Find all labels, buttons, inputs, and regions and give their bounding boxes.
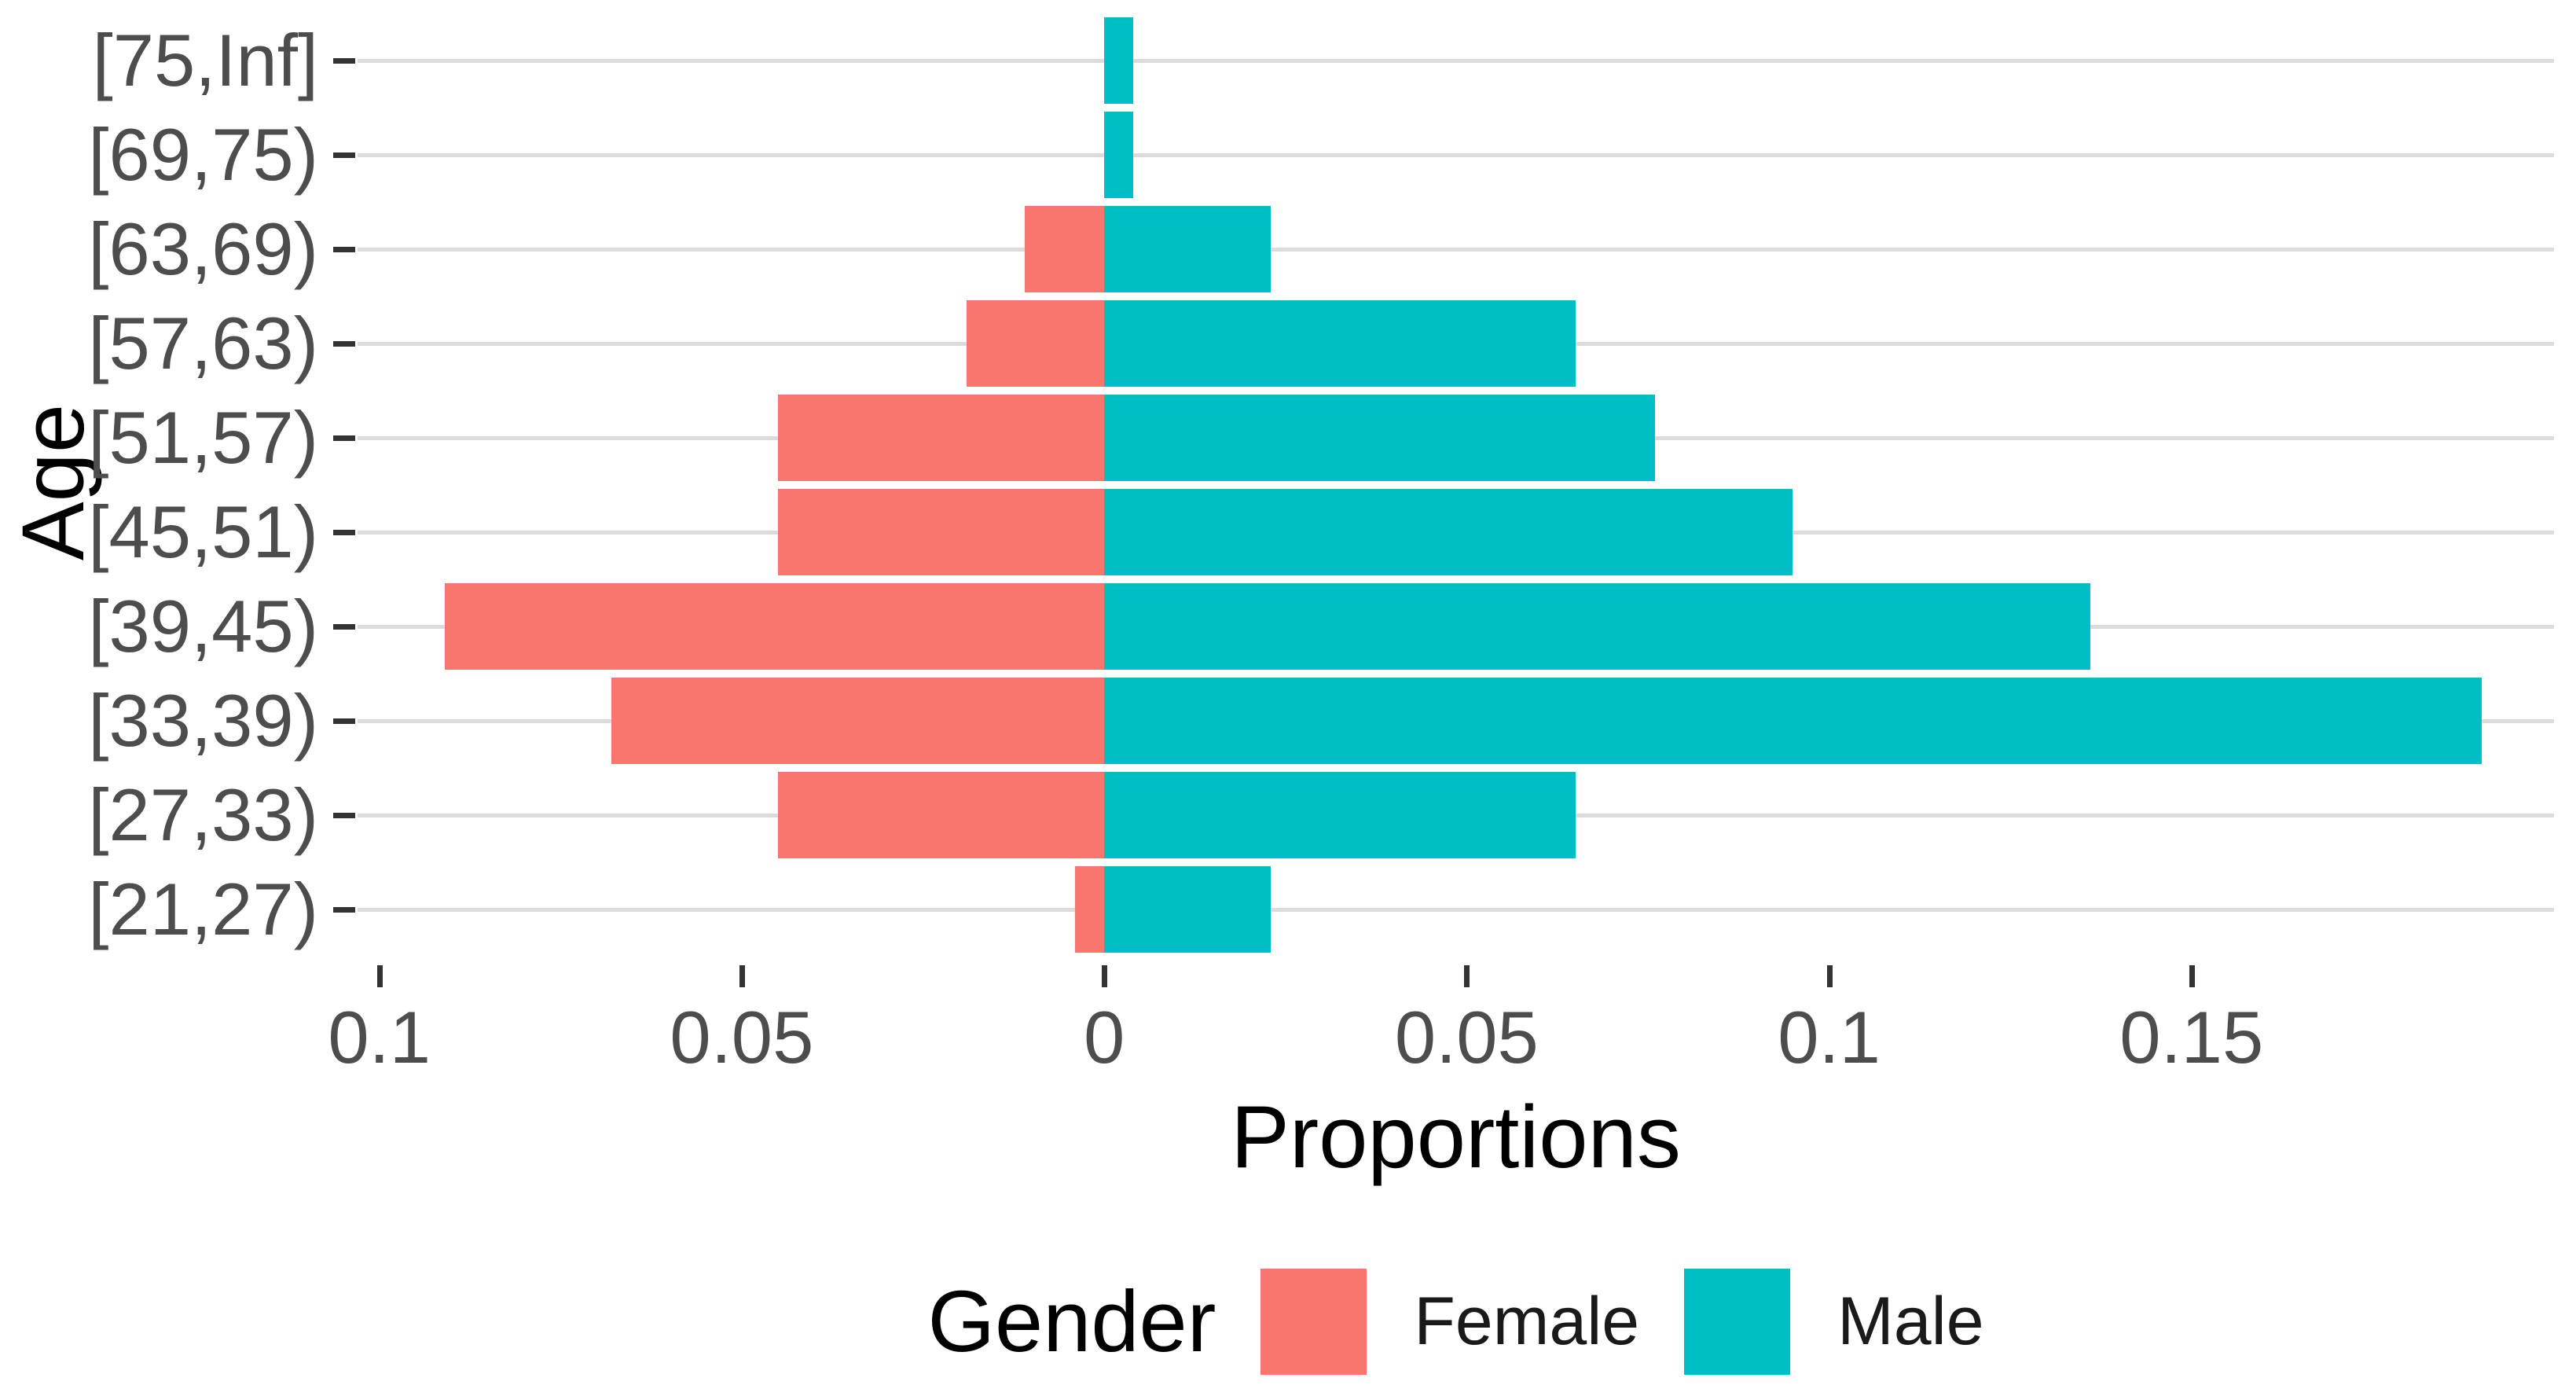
x-axis-title: Proportions	[1231, 1088, 1681, 1186]
bar-male-[63,69)	[1104, 206, 1271, 292]
bar-female-[27,33)	[778, 772, 1105, 858]
bar-male-[21,27)	[1104, 866, 1271, 953]
x-axis-tick-mark	[1102, 965, 1108, 987]
gridline	[358, 153, 2554, 157]
bar-female-[45,51)	[778, 489, 1105, 575]
x-axis-tick-label: 0.15	[2119, 996, 2264, 1078]
bar-male-[51,57)	[1104, 395, 1656, 481]
x-axis-tick-mark	[2189, 965, 2195, 987]
legend-item-male: Male	[1684, 1269, 1984, 1375]
legend: Gender Female Male	[358, 1261, 2554, 1383]
y-axis-tick-mark	[333, 341, 355, 347]
plot-area	[358, 8, 2554, 957]
y-axis-tick-mark	[333, 435, 355, 441]
legend-swatch-male-icon	[1684, 1269, 1791, 1375]
legend-swatch-female-icon	[1260, 1269, 1367, 1375]
y-axis-tick-label: [45,51)	[88, 490, 318, 573]
x-axis-tick-mark	[1464, 965, 1470, 987]
bar-female-[33,39)	[611, 678, 1105, 764]
y-axis-tick-mark	[333, 907, 355, 913]
bar-female-[39,45)	[444, 583, 1105, 670]
x-axis-tick-label: 0.1	[1778, 996, 1881, 1078]
x-axis-tick-label: 0.1	[328, 996, 431, 1078]
y-axis-tick-label: [57,63)	[88, 302, 318, 384]
x-axis-tick-label: 0.05	[670, 996, 814, 1078]
y-axis-tick-mark	[333, 247, 355, 252]
bar-female-[63,69)	[1024, 206, 1105, 292]
bar-male-[45,51)	[1104, 489, 1793, 575]
bar-male-[33,39)	[1104, 678, 2482, 764]
y-axis-tick-label: [75,Inf]	[92, 19, 318, 101]
bar-male-[57,63)	[1104, 300, 1576, 387]
gridline	[358, 248, 2554, 252]
x-axis-tick-label: 0.05	[1394, 996, 1539, 1078]
x-axis-tick-mark	[739, 965, 745, 987]
bar-female-[57,63)	[966, 300, 1105, 387]
bar-female-[21,27)	[1075, 866, 1105, 953]
legend-item-female: Female	[1260, 1269, 1639, 1375]
x-axis-tick-mark	[376, 965, 383, 987]
bar-male-[75,Inf]	[1104, 17, 1133, 104]
bar-male-[69,75)	[1104, 112, 1133, 198]
bar-male-[27,33)	[1104, 772, 1576, 858]
legend-label-female: Female	[1414, 1284, 1640, 1359]
gridline	[358, 59, 2554, 63]
legend-title: Gender	[927, 1273, 1216, 1370]
x-axis-tick-mark	[1826, 965, 1833, 987]
y-axis-tick-label: [27,33)	[88, 773, 318, 856]
y-axis-tick-mark	[333, 530, 355, 535]
y-axis-tick-label: [39,45)	[88, 585, 318, 667]
y-axis-tick-label: [63,69)	[88, 208, 318, 290]
y-axis-tick-mark	[333, 152, 355, 158]
y-axis-tick-label: [33,39)	[88, 679, 318, 762]
legend-label-male: Male	[1837, 1284, 1984, 1359]
x-axis-tick-label: 0	[1083, 996, 1125, 1078]
y-axis-tick-mark	[333, 813, 355, 818]
y-axis-tick-mark	[333, 58, 355, 64]
bar-female-[51,57)	[778, 395, 1105, 481]
y-axis-tick-mark	[333, 624, 355, 630]
y-axis-tick-label: [21,27)	[88, 868, 318, 950]
bar-male-[39,45)	[1104, 583, 2090, 670]
gridline	[358, 908, 2554, 912]
y-axis-tick-label: [51,57)	[88, 396, 318, 479]
y-axis-tick-mark	[333, 718, 355, 724]
y-axis-tick-label: [69,75)	[88, 113, 318, 196]
